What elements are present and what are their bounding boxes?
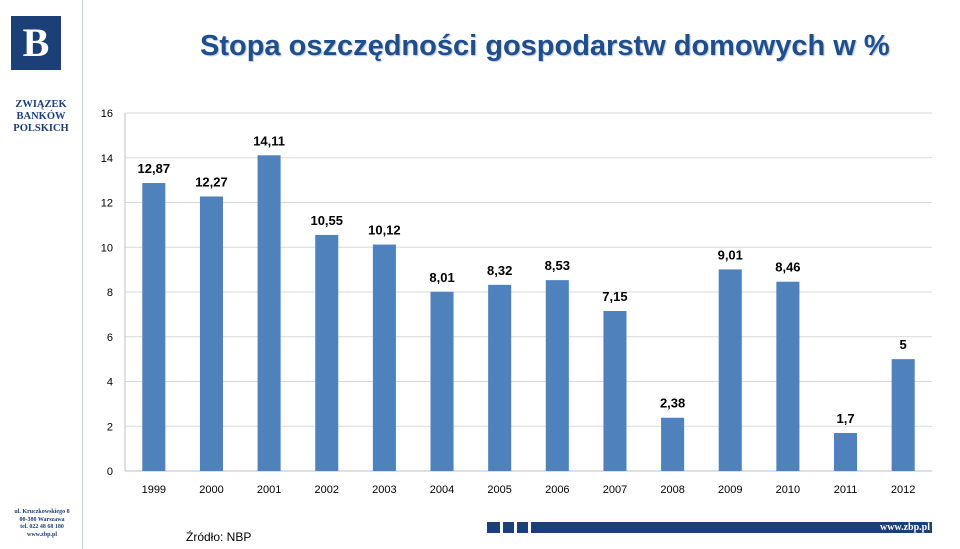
data-label: 7,15 bbox=[602, 289, 627, 304]
x-tick-label: 2011 bbox=[834, 484, 858, 496]
bar bbox=[545, 280, 569, 471]
bar bbox=[488, 284, 512, 471]
bar bbox=[315, 234, 339, 471]
y-tick-label: 2 bbox=[107, 421, 113, 433]
x-tick-label: 1999 bbox=[142, 484, 166, 496]
bar bbox=[257, 155, 281, 471]
data-label: 10,12 bbox=[368, 223, 401, 238]
data-label: 5 bbox=[900, 337, 907, 352]
data-label: 10,55 bbox=[310, 213, 343, 228]
bar bbox=[603, 311, 627, 471]
footer-bar-gap bbox=[528, 522, 531, 533]
data-label: 8,46 bbox=[775, 260, 800, 275]
x-tick-label: 2012 bbox=[891, 484, 915, 496]
data-label: 12,27 bbox=[195, 174, 228, 189]
address-line: tel. 022 48 68 180 bbox=[20, 524, 64, 530]
y-tick-label: 14 bbox=[101, 153, 113, 165]
source-note: Źródło: NBP bbox=[186, 530, 252, 544]
data-label: 1,7 bbox=[836, 411, 854, 426]
bar bbox=[372, 244, 396, 471]
x-tick-label: 2004 bbox=[430, 484, 454, 496]
bar bbox=[430, 291, 454, 471]
x-tick-label: 2007 bbox=[603, 484, 627, 496]
chart-title: Stopa oszczędności gospodarstw domowych … bbox=[200, 30, 890, 62]
x-tick-label: 2010 bbox=[776, 484, 800, 496]
bar bbox=[142, 183, 166, 471]
bar bbox=[718, 269, 742, 471]
footer-bar bbox=[487, 522, 932, 533]
bar bbox=[834, 432, 858, 471]
y-tick-label: 4 bbox=[107, 377, 113, 389]
postal-address: ul. Kruczkowskiego 8 00-380 Warszawa tel… bbox=[4, 509, 80, 539]
y-tick-label: 0 bbox=[107, 466, 113, 478]
data-label: 2,38 bbox=[660, 396, 685, 411]
data-label: 12,87 bbox=[138, 161, 171, 176]
address-line: 00-380 Warszawa bbox=[19, 516, 65, 523]
footer-bar-gap bbox=[500, 522, 503, 533]
data-label: 14,11 bbox=[253, 133, 285, 148]
x-tick-label: 2009 bbox=[718, 484, 742, 496]
footer-bar-gap bbox=[514, 522, 517, 533]
association-name: ZWIĄZEK BANKÓW POLSKICH bbox=[10, 99, 72, 135]
footer-website-link[interactable]: www.zbp.pl bbox=[879, 522, 930, 533]
bar bbox=[199, 196, 223, 472]
bar bbox=[661, 417, 685, 471]
address-line: ul. Kruczkowskiego 8 bbox=[14, 509, 70, 515]
logo-letter: B bbox=[22, 20, 50, 65]
zbp-logo: B bbox=[11, 16, 61, 70]
x-tick-label: 2002 bbox=[315, 484, 339, 496]
association-name-line: ZWIĄZEK bbox=[15, 99, 67, 110]
x-tick-label: 2000 bbox=[199, 484, 223, 496]
sidebar-divider bbox=[82, 0, 83, 549]
address-line: www.zbp.pl bbox=[26, 531, 57, 538]
y-tick-label: 16 bbox=[101, 108, 113, 120]
y-tick-label: 12 bbox=[101, 198, 113, 210]
x-tick-label: 2001 bbox=[257, 484, 281, 496]
data-label: 8,53 bbox=[545, 258, 570, 273]
y-tick-label: 8 bbox=[107, 287, 113, 299]
y-tick-label: 6 bbox=[107, 332, 113, 344]
bar bbox=[776, 281, 800, 471]
data-label: 8,01 bbox=[429, 270, 454, 285]
x-tick-label: 2005 bbox=[487, 484, 511, 496]
x-tick-label: 2008 bbox=[660, 484, 684, 496]
x-tick-label: 2003 bbox=[372, 484, 396, 496]
association-name-line: BANKÓW bbox=[16, 111, 66, 122]
data-label: 8,32 bbox=[487, 263, 512, 278]
data-label: 9,01 bbox=[718, 247, 743, 262]
y-tick-label: 10 bbox=[101, 242, 113, 254]
x-tick-label: 2006 bbox=[545, 484, 569, 496]
bar bbox=[891, 359, 915, 471]
association-name-line: POLSKICH bbox=[13, 123, 69, 134]
